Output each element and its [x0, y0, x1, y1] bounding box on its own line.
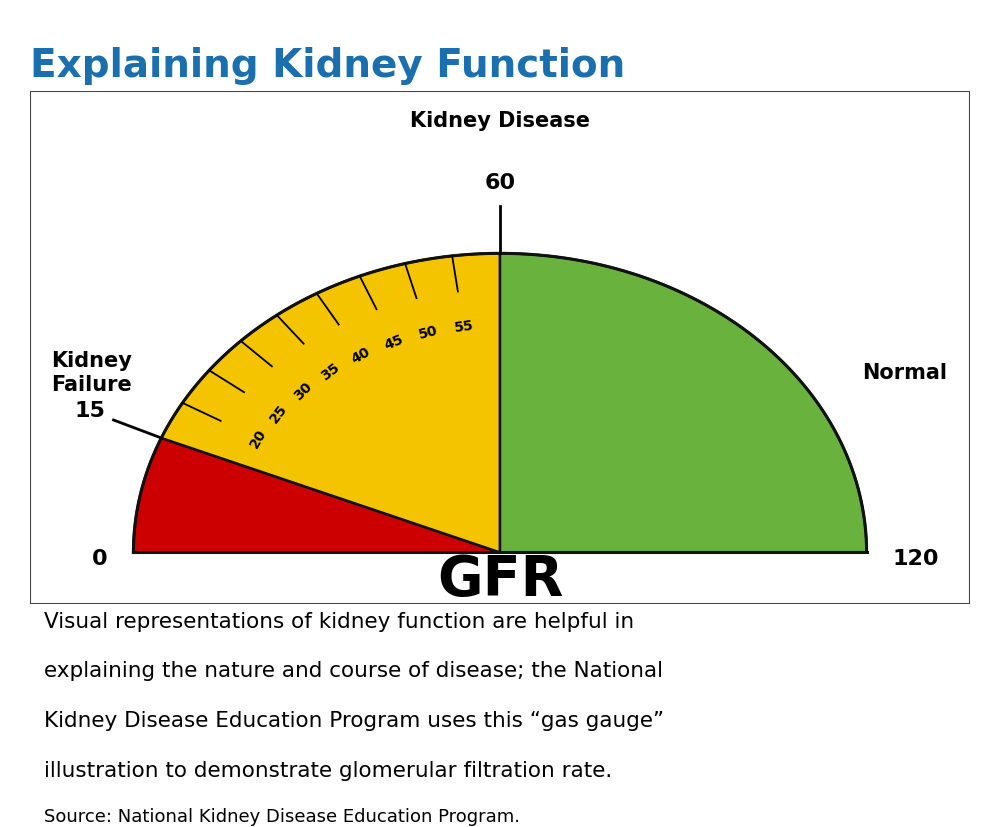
Text: illustration to demonstrate glomerular filtration rate.: illustration to demonstrate glomerular f…: [44, 761, 612, 781]
Text: Explaining Kidney Function: Explaining Kidney Function: [30, 47, 625, 85]
Text: 25: 25: [267, 402, 290, 426]
Text: 50: 50: [417, 323, 439, 342]
Text: explaining the nature and course of disease; the National: explaining the nature and course of dise…: [44, 662, 663, 681]
Text: 30: 30: [291, 380, 315, 404]
Polygon shape: [161, 253, 500, 552]
Text: GFR: GFR: [437, 552, 563, 607]
Text: Normal: Normal: [862, 363, 947, 383]
Polygon shape: [133, 438, 500, 552]
Text: Kidney Disease Education Program uses this “gas gauge”: Kidney Disease Education Program uses th…: [44, 711, 664, 731]
Text: 0: 0: [91, 549, 107, 569]
Text: 45: 45: [382, 332, 405, 352]
Text: Kidney Disease: Kidney Disease: [410, 111, 590, 131]
Text: 55: 55: [453, 319, 474, 335]
Polygon shape: [500, 253, 867, 552]
Text: 120: 120: [893, 549, 939, 569]
Text: 15: 15: [75, 401, 106, 421]
Text: Source: National Kidney Disease Education Program.: Source: National Kidney Disease Educatio…: [44, 809, 520, 826]
Text: 40: 40: [349, 345, 373, 366]
Text: Kidney
Failure: Kidney Failure: [51, 351, 132, 394]
Text: Visual representations of kidney function are helpful in: Visual representations of kidney functio…: [44, 612, 634, 632]
Text: 60: 60: [484, 174, 516, 194]
Text: 20: 20: [248, 427, 270, 451]
Text: 35: 35: [318, 361, 342, 384]
